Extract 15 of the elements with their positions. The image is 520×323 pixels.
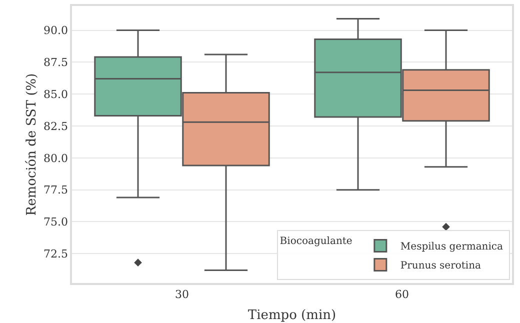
y-tick-label: 87.5 [44, 56, 68, 70]
legend-title: Biocoagulante [280, 236, 352, 248]
x-axis-title: Tiempo (min) [248, 308, 336, 323]
x-tick-label: 60 [395, 288, 409, 301]
legend-label: Mespilus germanica [400, 242, 504, 253]
legend-label: Prunus serotina [400, 260, 482, 272]
y-tick-label: 80.0 [44, 152, 68, 165]
y-tick-label: 90.0 [44, 24, 68, 38]
x-tick-label: 30 [175, 288, 189, 301]
y-tick-label: 85.0 [44, 88, 68, 101]
y-tick-label: 75.0 [44, 216, 68, 229]
y-tick-label: 72.5 [44, 247, 68, 260]
y-tick-label: 77.5 [44, 184, 68, 197]
y-axis-title: Remoción de SST (%) [24, 73, 40, 216]
y-tick-label: 82.5 [44, 120, 68, 133]
